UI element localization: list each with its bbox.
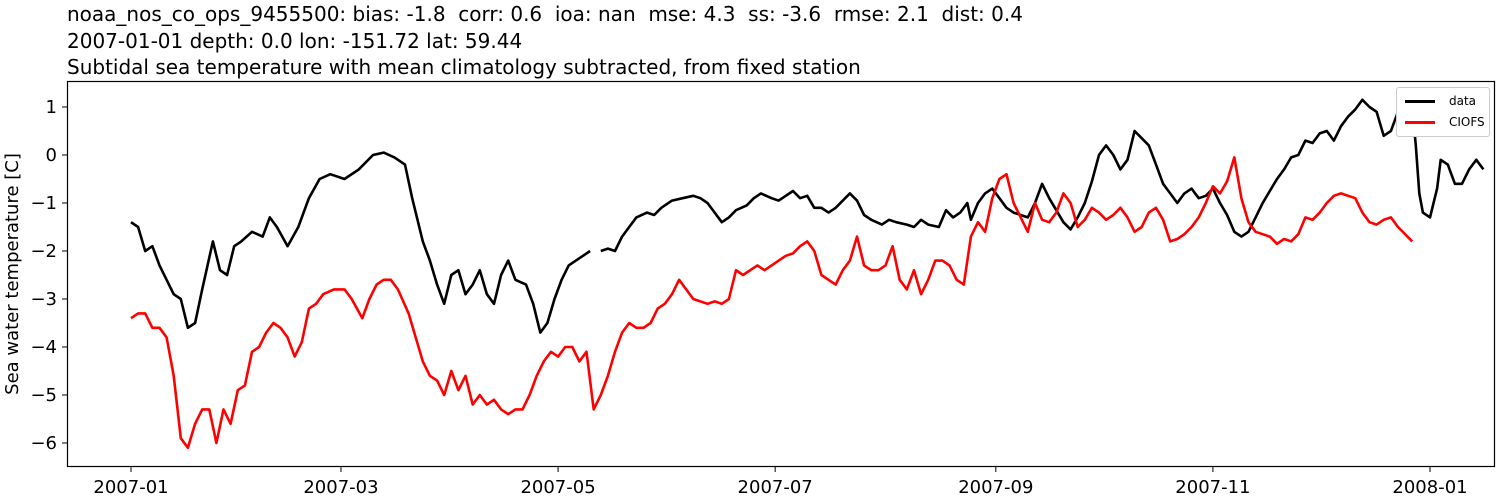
x-tick-label: 2007-11 [1175, 477, 1250, 498]
x-tick-label: 2007-09 [958, 477, 1033, 498]
series-line-data [600, 98, 1485, 253]
series-line-ciofs [130, 156, 1414, 450]
x-tick-label: 2007-05 [520, 477, 595, 498]
x-axis: 2007-01 2007-03 2007-05 2007-07 2007-09 2007-… [93, 467, 1468, 498]
y-tick-label: −5 [30, 385, 57, 406]
legend-line-ciofs [1405, 120, 1435, 124]
legend-label-ciofs: CIOFS [1449, 115, 1485, 129]
legend-line-data [1405, 99, 1435, 103]
y-tick-label: 1 [46, 97, 57, 118]
x-tick-label: 2007-07 [738, 477, 813, 498]
chart-title-line-2: 2007-01-01 depth: 0.0 lon: -151.72 lat: … [67, 29, 523, 53]
series-layer [130, 98, 1485, 450]
x-tick-label: 2007-01 [93, 477, 168, 498]
y-tick-label: −4 [30, 337, 57, 358]
legend-item-data: data [1405, 92, 1476, 110]
y-tick-label: −3 [30, 289, 57, 310]
legend: data CIOFS [1396, 87, 1490, 137]
legend-label-data: data [1449, 94, 1477, 108]
series-line-data [130, 151, 591, 334]
y-tick-label: −2 [30, 241, 57, 262]
x-tick-label: 2008-01 [1392, 477, 1467, 498]
chart-title-line-3: Subtidal sea temperature with mean clima… [67, 55, 861, 79]
y-axis-label: Sea water temperature [C] [2, 153, 23, 395]
y-tick-label: −6 [30, 433, 57, 454]
y-tick-label: 0 [46, 145, 57, 166]
x-tick-label: 2007-03 [303, 477, 378, 498]
chart-title-line-1: noaa_nos_co_ops_9455500: bias: -1.8 corr… [67, 2, 1023, 26]
legend-item-ciofs: CIOFS [1405, 113, 1485, 131]
y-tick-label: −1 [30, 193, 57, 214]
plot-frame [66, 80, 1496, 468]
y-axis: 1 0 −1 −2 −3 −4 −5 −6 [30, 97, 67, 454]
